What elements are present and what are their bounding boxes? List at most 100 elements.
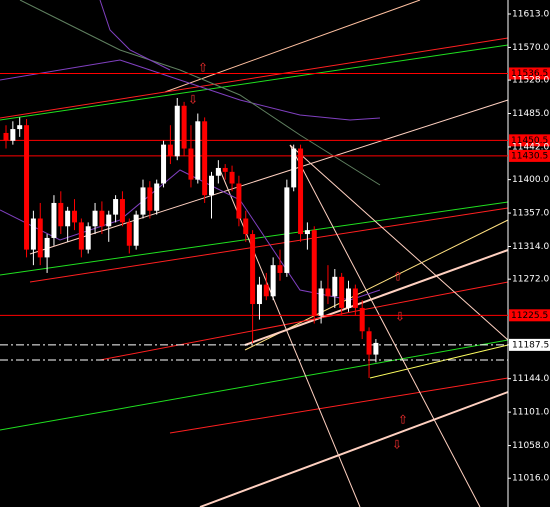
level-label-box: [509, 309, 550, 322]
y-tick-label: 11187.5: [512, 340, 549, 350]
candle-body: [58, 202, 64, 227]
y-tick-label: 11058.0: [512, 441, 549, 451]
arrow-up: ⇧: [398, 413, 408, 427]
band-line: [99, 0, 171, 71]
candle-body: [346, 288, 351, 308]
candle-body: [126, 222, 132, 246]
candle-body: [215, 167, 221, 176]
candle-body: [263, 284, 269, 297]
y-tick-label: 11400.0: [512, 175, 549, 185]
y-tick-label: 11016.0: [512, 474, 549, 484]
level-label: 11430.5: [511, 151, 548, 161]
candle-body: [51, 202, 57, 238]
candle-body: [140, 187, 146, 215]
arrow-down: ⇩: [188, 93, 198, 107]
level-label: 11450.5: [511, 136, 548, 146]
candle-body: [3, 132, 9, 141]
candle-body: [318, 288, 324, 316]
candle-body: [332, 276, 338, 297]
candle-body: [250, 234, 256, 305]
candle-body: [133, 214, 139, 246]
candle-body: [195, 121, 201, 180]
y-tick-label: 11570.0: [512, 43, 549, 53]
candle-body: [311, 230, 317, 316]
candle-body: [119, 199, 125, 223]
y-tick-label: 11442.0: [512, 142, 549, 152]
candle-body: [78, 222, 84, 250]
band-line: [0, 59, 381, 121]
candle-body: [99, 210, 105, 227]
trend-line: [164, 0, 421, 93]
y-tick-label: 11272.0: [512, 275, 549, 285]
trend-line: [0, 37, 509, 119]
candle-body: [174, 105, 180, 157]
candle-body: [277, 265, 283, 273]
trend-line: [244, 249, 509, 346]
level-label-box: [509, 67, 550, 80]
trend-line: [0, 339, 509, 431]
candle-body: [270, 265, 276, 297]
candle-body: [17, 125, 23, 130]
candle-body: [256, 284, 262, 305]
candle-body: [352, 288, 358, 308]
level-label: 11536.5: [511, 69, 548, 79]
candle-body: [85, 226, 91, 250]
level-label-box: [509, 134, 550, 147]
candle-body: [229, 171, 235, 184]
candle-body: [325, 288, 331, 297]
candle-body: [373, 342, 379, 355]
arrow-down: ⇩: [392, 438, 402, 452]
y-tick-label: 11314.0: [512, 242, 549, 252]
arrows: ⇧ ⇩ ⇧ ⇩ ⇧ ⇩: [188, 61, 408, 452]
trend-line: [289, 144, 509, 341]
band-line: [19, 0, 381, 186]
candle-body: [291, 148, 297, 188]
candle-body: [222, 167, 228, 172]
y-tick-label: 11485.0: [512, 109, 549, 119]
candle-body: [65, 210, 71, 227]
arrow-down: ⇩: [395, 310, 405, 324]
y-tick-label: 11357.0: [512, 209, 549, 219]
trend-line: [169, 377, 509, 434]
candle-body: [106, 214, 112, 227]
arrow-up: ⇧: [198, 61, 208, 75]
trend-line: [99, 281, 509, 361]
trend-line: [199, 391, 509, 507]
candle-body: [188, 148, 194, 180]
candle-body: [37, 218, 43, 258]
candle-body: [359, 307, 365, 332]
candle-body: [366, 331, 372, 355]
candle-body: [30, 218, 36, 250]
arrow-up: ⇧: [393, 270, 403, 284]
y-tick-label: 11144.0: [512, 374, 549, 384]
candle-body: [202, 121, 208, 196]
candle-body: [24, 125, 30, 250]
trend-line: [0, 44, 509, 121]
trend-line: [289, 144, 481, 507]
candle-body: [209, 175, 214, 196]
level-label: 11225.5: [511, 311, 548, 321]
candle-body: [236, 183, 242, 219]
candle-body: [72, 210, 77, 223]
candle-body: [10, 129, 16, 141]
candle-body: [92, 210, 98, 227]
level-label-box: [509, 149, 550, 162]
candle-body: [304, 230, 310, 235]
candle-body: [161, 144, 167, 184]
candle-body: [298, 148, 304, 235]
candle-body: [167, 144, 173, 157]
candle-body: [284, 187, 290, 273]
candle-body: [181, 105, 187, 149]
y-tick-label: 11528.0: [512, 76, 549, 86]
candle-body: [243, 218, 249, 235]
trend-line: [369, 344, 509, 379]
y-tick-label: 11613.0: [512, 9, 549, 19]
candle-body: [113, 199, 119, 215]
trend-line: [29, 207, 509, 283]
candle-body: [154, 183, 160, 211]
trend-line: [29, 99, 509, 255]
current-price-box: [509, 338, 550, 351]
candle-body: [44, 237, 50, 258]
